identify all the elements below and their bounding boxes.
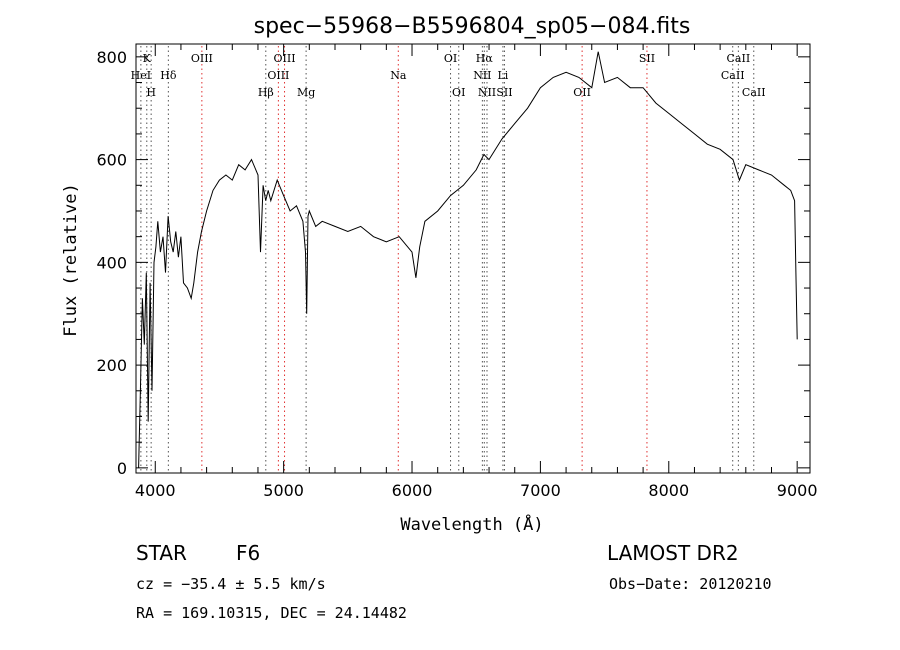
marker-label: OIII xyxy=(274,52,296,65)
y-tick-label: 0 xyxy=(117,459,127,478)
marker-label: OIII xyxy=(191,52,213,65)
marker-label: OII xyxy=(573,86,591,99)
observation-date: Obs−Date: 20120210 xyxy=(609,575,772,593)
chart-title: spec−55968−B5596804_sp05−084.fits xyxy=(254,14,691,39)
plot-frame xyxy=(135,43,811,474)
redshift-cz: cz = −35.4 ± 5.5 km/s xyxy=(136,575,326,593)
y-axis-label: Flux (relative) xyxy=(61,183,81,337)
x-tick-label: 9000 xyxy=(777,481,818,500)
y-tick-label: 800 xyxy=(96,48,127,67)
marker-label: H xyxy=(146,86,156,99)
x-axis-label: Wavelength (Å) xyxy=(400,513,543,535)
marker-label: Mg xyxy=(297,86,315,99)
spectrum-line xyxy=(138,51,798,468)
x-tick-label: 4000 xyxy=(135,481,176,500)
marker-lines xyxy=(140,46,755,472)
object-class: STAR xyxy=(136,541,187,565)
marker-label: Hδ xyxy=(160,69,177,82)
marker-label: CaII xyxy=(721,69,745,82)
y-tick-label: 400 xyxy=(96,253,127,272)
x-tick-label: 8000 xyxy=(648,481,689,500)
marker-label: NII xyxy=(478,86,496,99)
survey-name: LAMOST DR2 xyxy=(607,541,739,565)
marker-label: CaII xyxy=(742,86,766,99)
marker-label: OI xyxy=(452,86,465,99)
marker-label: Hα xyxy=(476,52,494,65)
y-tick-label: 600 xyxy=(96,151,127,170)
marker-label: NII xyxy=(473,69,491,82)
marker-label: SII xyxy=(496,86,512,99)
marker-label: OI xyxy=(444,52,457,65)
marker-label: K xyxy=(143,52,152,65)
marker-label: Na xyxy=(390,69,407,82)
marker-label: SII xyxy=(639,52,655,65)
marker-label: CaII xyxy=(727,52,751,65)
marker-label: OIII xyxy=(267,69,289,82)
y-tick-label: 200 xyxy=(96,356,127,375)
marker-label: HeI xyxy=(131,69,151,82)
x-tick-label: 6000 xyxy=(392,481,433,500)
axes: 4000 5000 6000 7000 8000 9000 0 200 400 600 800 xyxy=(96,43,818,500)
marker-label: Hβ xyxy=(258,86,274,99)
x-tick-label: 7000 xyxy=(520,481,561,500)
marker-label: Li xyxy=(497,69,508,82)
object-subclass: F6 xyxy=(236,541,261,565)
x-tick-label: 5000 xyxy=(263,481,304,500)
coordinates: RA = 169.10315, DEC = 24.14482 xyxy=(136,604,407,622)
